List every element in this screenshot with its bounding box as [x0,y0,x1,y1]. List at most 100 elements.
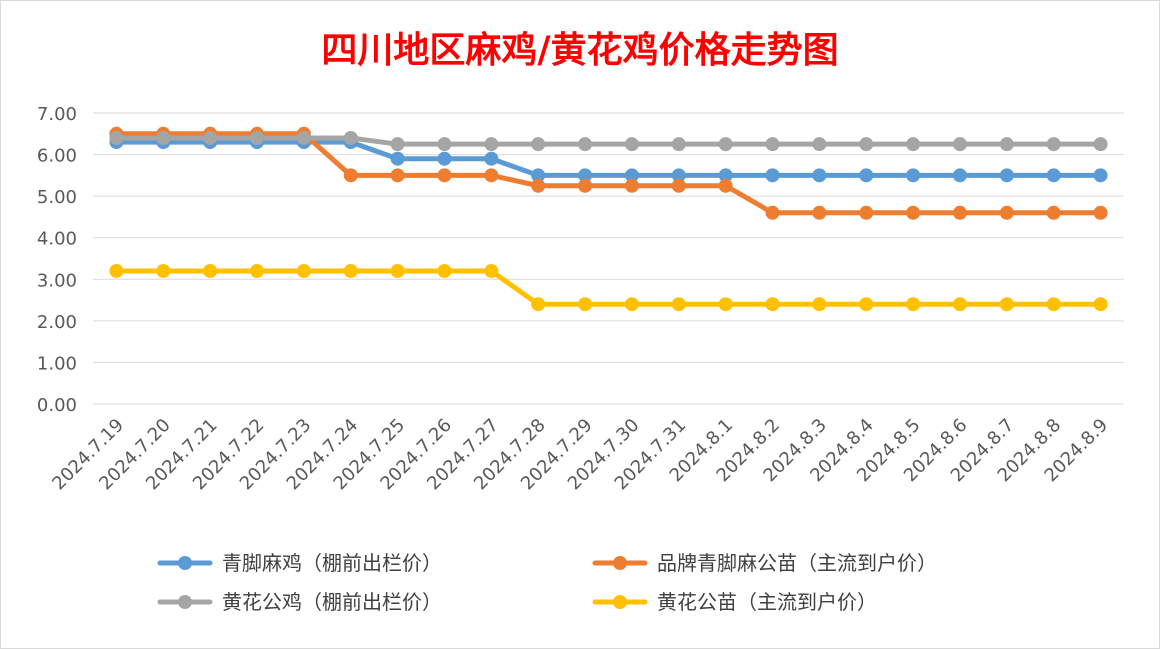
y-tick-label: 2.00 [37,312,77,333]
data-point [437,137,452,152]
data-point [999,137,1014,152]
data-point [952,297,967,312]
data-point [671,137,686,152]
data-point [952,137,967,152]
x-axis: 2024.7.192024.7.202024.7.212024.7.222024… [48,415,1112,495]
data-point [109,130,124,145]
legend-item: 黄花公苗（主流到户价） [592,590,877,614]
gridlines [93,112,1124,405]
legend-label: 青脚麻鸡（棚前出栏价） [222,551,442,575]
data-point [531,168,546,183]
data-point [765,297,780,312]
data-point [343,168,358,183]
legend-item: 品牌青脚麻公苗（主流到户价） [592,551,937,575]
data-point [999,205,1014,220]
legend-label: 黄花公鸡（棚前出栏价） [222,590,442,614]
data-point [531,297,546,312]
y-tick-label: 4.00 [37,229,77,250]
data-point [1093,137,1108,152]
data-point [578,178,593,193]
data-point [671,168,686,183]
data-point [812,297,827,312]
plot-area [109,126,1108,312]
legend: 青脚麻鸡（棚前出栏价） 品牌青脚麻公苗（主流到户价） 黄花公鸡（棚前出栏价） 黄花公苗… [157,551,937,614]
y-axis: 0.00 1.00 2.00 3.00 4.00 5.00 6.00 7.00 [37,104,77,416]
data-point [765,205,780,220]
data-point [390,263,405,278]
data-point [343,263,358,278]
data-point [531,178,546,193]
data-point [906,297,921,312]
legend-marker [178,556,192,570]
data-point [718,297,733,312]
data-point [671,297,686,312]
series [109,263,1108,312]
data-point [203,263,218,278]
data-point [859,168,874,183]
data-point [203,130,218,145]
data-point [718,168,733,183]
y-tick-label: 7.00 [37,104,77,125]
data-point [1046,205,1061,220]
data-point [765,137,780,152]
series [109,130,1108,152]
legend-item: 黄花公鸡（棚前出栏价） [157,590,442,614]
data-point [671,178,686,193]
y-tick-label: 5.00 [37,187,77,208]
data-point [999,168,1014,183]
data-point [578,168,593,183]
series-line [113,135,1104,147]
data-point [718,178,733,193]
data-point [1046,168,1061,183]
data-point [1093,297,1108,312]
data-point [812,205,827,220]
y-tick-label: 6.00 [37,146,77,167]
data-point [624,178,639,193]
legend-item: 青脚麻鸡（棚前出栏价） [157,551,442,575]
data-point [390,151,405,166]
y-tick-label: 3.00 [37,270,77,291]
data-point [156,263,171,278]
legend-marker [178,595,192,609]
data-point [484,168,499,183]
data-point [343,130,358,145]
data-point [156,130,171,145]
data-point [906,205,921,220]
data-point [296,130,311,145]
data-point [859,297,874,312]
data-point [484,263,499,278]
data-point [390,137,405,152]
data-point [109,263,124,278]
data-point [952,205,967,220]
data-point [624,137,639,152]
data-point [437,263,452,278]
series-line [113,131,1104,216]
data-point [1093,205,1108,220]
data-point [250,263,265,278]
data-point [952,168,967,183]
legend-marker [613,556,627,570]
data-point [1046,137,1061,152]
y-tick-label: 0.00 [37,395,77,416]
y-tick-label: 1.00 [37,353,77,374]
data-point [718,137,733,152]
data-point [437,151,452,166]
legend-marker [613,595,627,609]
data-point [906,137,921,152]
data-point [1093,168,1108,183]
legend-label: 品牌青脚麻公苗（主流到户价） [657,551,937,575]
data-point [531,137,546,152]
data-point [624,168,639,183]
series-line [113,139,1104,178]
data-point [390,168,405,183]
data-point [484,137,499,152]
data-point [250,130,265,145]
data-point [765,168,780,183]
data-point [1046,297,1061,312]
data-point [484,151,499,166]
data-point [624,297,639,312]
legend-label: 黄花公苗（主流到户价） [657,590,877,614]
data-point [999,297,1014,312]
